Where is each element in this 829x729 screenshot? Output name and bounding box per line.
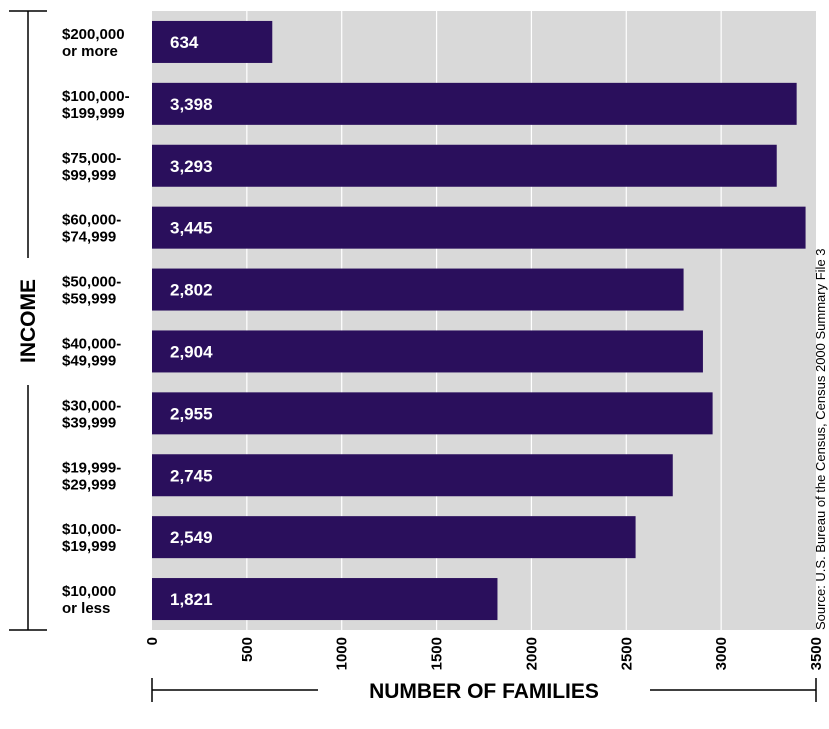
category-label: $19,999-$29,999 [62,459,121,493]
category-label: $10,000 or less [62,583,116,617]
x-tick-label: 2500 [618,637,635,670]
bar-value-label: 2,549 [170,528,213,547]
bar-value-label: 2,802 [170,281,213,300]
category-labels: $200,000 or more $100,000-$199,999 $75,000-… [62,26,130,617]
y-axis-bracket: INCOME [9,10,47,631]
bar [152,578,498,621]
bar-value-label: 3,293 [170,157,213,176]
x-tick-label: 0 [144,637,161,645]
bar [152,206,806,249]
x-tick-label: 1000 [334,637,351,670]
x-tick-labels: 0 500 1000 1500 2000 2500 3000 3500 [144,637,825,670]
bar-value-label: 2,904 [170,342,213,361]
x-tick-label: 500 [239,637,256,662]
x-tick-label: 3500 [808,637,825,670]
x-tick-label: 3000 [713,637,730,670]
category-label: $200,000 or more [62,26,125,60]
category-label: $50,000-$59,999 [62,274,121,308]
category-label: $100,000-$199,999 [62,88,130,122]
bar-value-label: 3,398 [170,95,213,114]
bars: 634 3,398 3,293 3,445 2,802 2,904 2,955 2,745 2,… [152,20,806,621]
source-note: Source: U.S. Bureau of the Census, Censu… [813,248,828,630]
bar-value-label: 1,821 [170,590,213,609]
category-label: $75,000-$99,999 [62,150,121,184]
bar [152,454,673,497]
x-tick-label: 2000 [523,637,540,670]
bar [152,82,797,125]
x-axis-bracket: NUMBER OF FAMILIES [151,678,817,703]
bar [152,516,636,559]
bar [152,392,713,435]
bar-value-label: 2,955 [170,404,213,423]
category-label: $40,000-$49,999 [62,335,121,369]
category-label: $60,000-$74,999 [62,212,121,246]
x-tick-label: 1500 [429,637,446,670]
bar-value-label: 3,445 [170,219,213,238]
bar [152,268,684,311]
x-axis-title: NUMBER OF FAMILIES [369,680,599,703]
bar-value-label: 634 [170,33,199,52]
bar [152,20,273,63]
bar [152,330,703,373]
y-axis-title: INCOME [17,279,40,363]
bar [152,144,777,187]
category-label: $10,000-$19,999 [62,521,121,555]
category-label: $30,000-$39,999 [62,397,121,431]
bar-value-label: 2,745 [170,466,213,485]
